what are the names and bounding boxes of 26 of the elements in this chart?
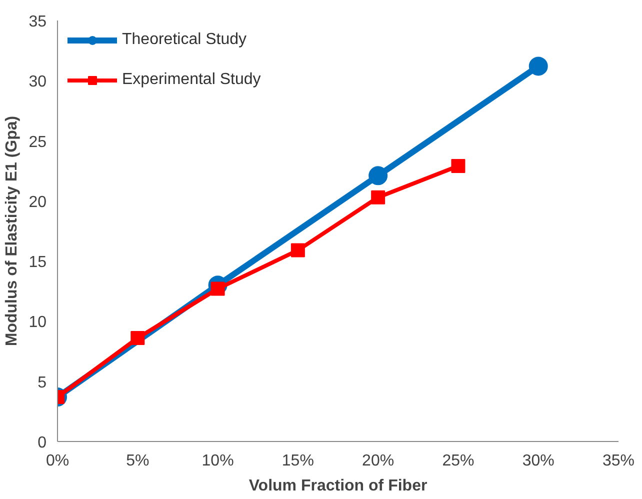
legend-label: Theoretical Study bbox=[122, 31, 247, 49]
x-tick-label: 5% bbox=[126, 452, 150, 470]
legend-label: Experimental Study bbox=[122, 71, 261, 89]
y-tick-label: 35 bbox=[28, 14, 47, 30]
y-tick-label: 30 bbox=[28, 74, 47, 91]
x-tick-label: 30% bbox=[522, 452, 554, 470]
x-tick-label: 35% bbox=[602, 452, 635, 470]
x-axis-title: Volum Fraction of Fiber bbox=[248, 478, 428, 494]
y-tick-label: 0 bbox=[38, 434, 47, 452]
y-tick-label: 10 bbox=[28, 314, 47, 332]
y-tick-label: 15 bbox=[28, 254, 47, 272]
x-tick-label: 0% bbox=[46, 452, 70, 470]
y-tick-label: 20 bbox=[28, 194, 47, 211]
point bbox=[368, 166, 388, 186]
x-tick-label: 15% bbox=[282, 452, 314, 470]
point bbox=[290, 243, 305, 258]
point bbox=[451, 159, 466, 174]
y-tick-label: 25 bbox=[28, 134, 47, 151]
y-tick-label: 5 bbox=[38, 374, 47, 392]
x-tick-label: 20% bbox=[362, 452, 394, 470]
x-tick-label: 25% bbox=[442, 452, 474, 470]
point bbox=[130, 331, 145, 346]
x-tick-label: 10% bbox=[202, 452, 234, 470]
y-axis-title: Modulus of Elasticity E1 (Gpa) bbox=[4, 116, 21, 346]
point bbox=[528, 56, 548, 76]
point bbox=[371, 190, 386, 204]
